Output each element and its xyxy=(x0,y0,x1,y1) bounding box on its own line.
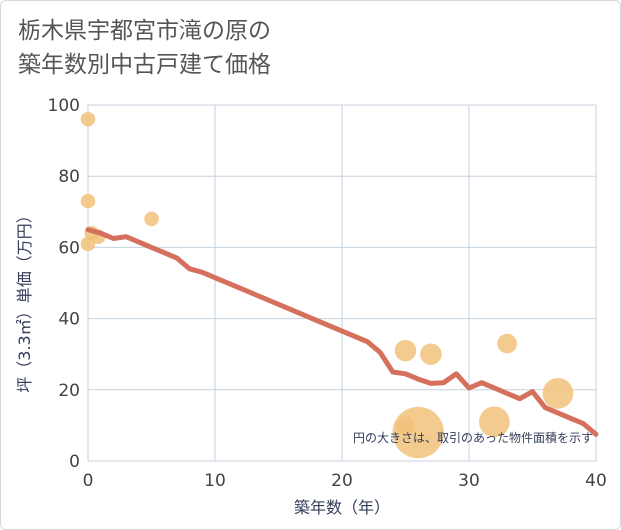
y-axis-label: 坪（3.3㎡）単価（万円） xyxy=(15,207,34,392)
average-price-line xyxy=(85,227,599,437)
data-bubble xyxy=(394,339,417,362)
chart-title: 栃木県宇都宮市滝の原の 築年数別中古戸建て価格 xyxy=(18,14,271,82)
x-tick-label: 0 xyxy=(83,471,94,491)
data-bubble xyxy=(479,406,510,438)
data-bubble xyxy=(420,343,442,365)
x-tick-label: 40 xyxy=(585,471,607,491)
data-bubble xyxy=(542,378,574,409)
bubble-layer xyxy=(80,111,574,459)
tick-labels: 0 10 20 30 40 0 20 40 60 80 100 xyxy=(48,96,607,491)
title-line-2: 築年数別中古戸建て価格 xyxy=(18,52,271,78)
x-axis-label: 築年数（年） xyxy=(294,498,390,517)
y-tick-label: 80 xyxy=(58,167,80,187)
data-bubble xyxy=(497,333,517,354)
data-bubble xyxy=(144,211,159,227)
x-tick-label: 30 xyxy=(458,471,480,491)
grid-lines xyxy=(87,104,597,462)
data-bubble xyxy=(80,111,96,127)
title-line-1: 栃木県宇都宮市滝の原の xyxy=(18,18,271,44)
bubble-size-note: 円の大きさは、取引のあった物件面積を示す xyxy=(353,430,593,445)
y-tick-label: 20 xyxy=(58,381,80,401)
data-bubble xyxy=(80,193,96,209)
y-tick-label: 0 xyxy=(69,452,80,472)
x-tick-label: 20 xyxy=(331,471,353,491)
y-tick-label: 40 xyxy=(58,310,80,330)
y-tick-label: 60 xyxy=(58,238,80,258)
y-tick-label: 100 xyxy=(48,96,80,116)
x-tick-label: 10 xyxy=(204,471,226,491)
data-bubble xyxy=(392,406,444,459)
